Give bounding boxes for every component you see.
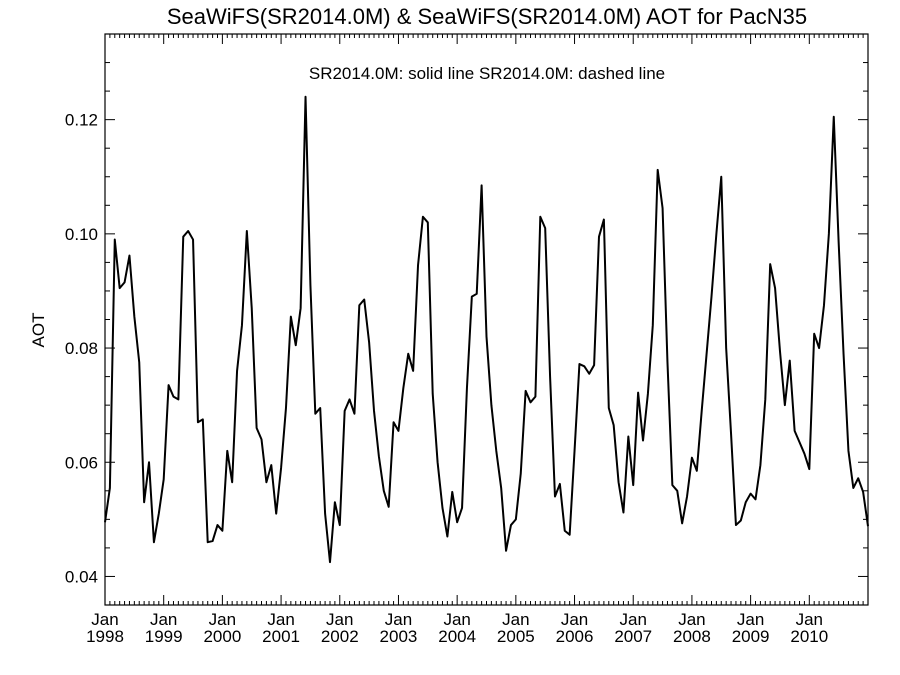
x-tick-label-year: 2004 [438,627,476,646]
x-tick-label-month: Jan [267,610,294,629]
x-tick-label-year: 2002 [321,627,359,646]
x-tick-label-year: 2007 [614,627,652,646]
axis-ticks [104,33,869,605]
y-tick-label: 0.12 [65,111,98,130]
x-tick-label-year: 2009 [732,627,770,646]
y-tick-label: 0.08 [65,339,98,358]
x-tick-label-month: Jan [502,610,529,629]
x-tick-label-month: Jan [209,610,236,629]
x-tick-label-month: Jan [150,610,177,629]
x-tick-label-year: 2000 [203,627,241,646]
x-tick-label-month: Jan [91,610,118,629]
x-tick-label-year: 2008 [673,627,711,646]
x-tick-label-year: 2003 [380,627,418,646]
tick-labels: 0.040.060.080.100.12Jan1998Jan1999Jan200… [65,111,828,646]
x-tick-label-year: 2005 [497,627,535,646]
series-line-solid [104,95,869,564]
x-tick-label-month: Jan [620,610,647,629]
x-tick-label-month: Jan [326,610,353,629]
x-tick-label-year: 2001 [262,627,300,646]
y-tick-label: 0.06 [65,453,98,472]
x-tick-label-year: 2006 [556,627,594,646]
x-tick-label-month: Jan [561,610,588,629]
x-tick-label-month: Jan [385,610,412,629]
x-tick-label-year: 1998 [86,627,124,646]
y-axis-label: AOT [29,313,48,348]
chart-title: SeaWiFS(SR2014.0M) & SeaWiFS(SR2014.0M) … [167,4,807,29]
y-tick-label: 0.04 [65,567,98,586]
x-tick-label-year: 1999 [145,627,183,646]
x-tick-label-month: Jan [678,610,705,629]
series-layer [104,95,869,564]
y-tick-label: 0.10 [65,225,98,244]
x-tick-label-month: Jan [737,610,764,629]
x-tick-label-year: 2010 [790,627,828,646]
chart-annotation: SR2014.0M: solid line SR2014.0M: dashed … [309,64,665,83]
x-tick-label-month: Jan [796,610,823,629]
x-tick-label-month: Jan [443,610,470,629]
